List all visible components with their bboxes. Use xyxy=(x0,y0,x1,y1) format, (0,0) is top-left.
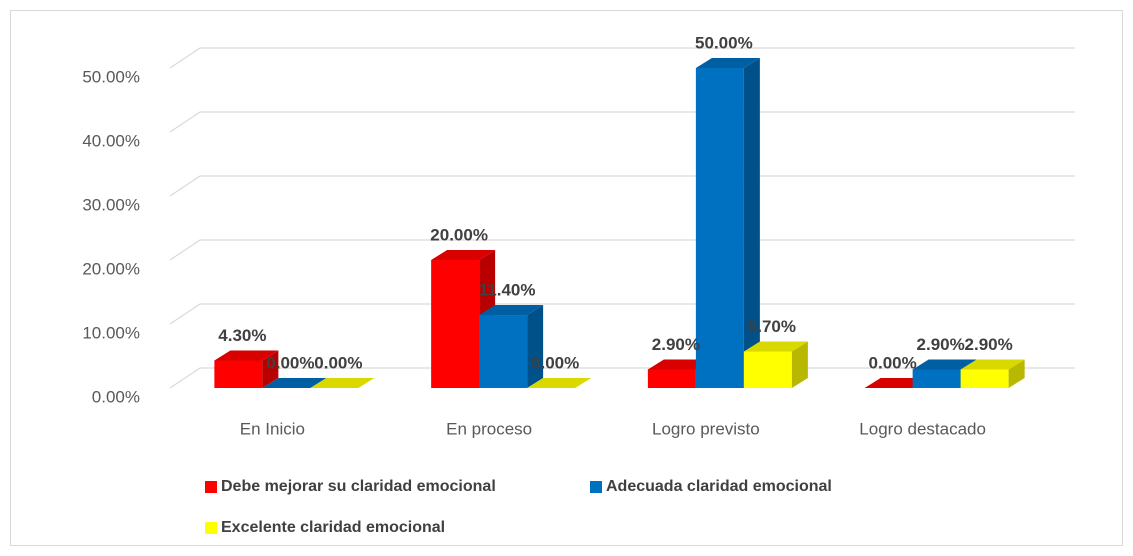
bar-front xyxy=(214,360,263,388)
bar-side xyxy=(527,305,544,388)
legend-label: Debe mejorar su claridad emocional xyxy=(221,478,496,495)
x-tick-label: Logro previsto xyxy=(652,419,760,438)
legend-swatch xyxy=(205,481,217,493)
grid-line xyxy=(169,175,1075,197)
grid-line xyxy=(169,303,1075,325)
value-label: 2.90% xyxy=(652,335,700,354)
value-label: 4.30% xyxy=(218,326,266,345)
value-label: 2.90% xyxy=(917,335,965,354)
bar-side xyxy=(791,341,808,388)
legend-swatch xyxy=(590,481,602,493)
bar-front xyxy=(743,351,792,388)
y-tick-label: 10.00% xyxy=(82,323,140,342)
bar-top xyxy=(695,58,760,68)
x-tick-label: En Inicio xyxy=(240,419,305,438)
grid-line xyxy=(169,239,1075,261)
bar-top xyxy=(960,359,1025,370)
bar-top xyxy=(479,305,544,316)
value-label: 0.00% xyxy=(869,353,917,372)
bar-top xyxy=(214,350,279,361)
chart-border xyxy=(10,10,1123,546)
bar-top xyxy=(431,250,496,260)
bar-front xyxy=(695,68,744,388)
bar-top xyxy=(310,378,375,388)
bar-top xyxy=(743,341,808,352)
value-label: 11.40% xyxy=(479,281,536,300)
value-label: 20.00% xyxy=(430,225,488,244)
legend-label: Adecuada claridad emocional xyxy=(606,478,832,495)
bar-front xyxy=(431,260,480,388)
bar-front xyxy=(479,315,528,388)
bar-top xyxy=(912,359,977,370)
y-tick-label: 40.00% xyxy=(82,131,140,150)
bar-front xyxy=(647,369,696,388)
bar-front xyxy=(960,369,1009,388)
bar-side xyxy=(743,58,760,388)
grid-line xyxy=(169,47,1075,69)
bar-top xyxy=(527,378,592,388)
legend-swatch xyxy=(205,522,217,534)
bar-top xyxy=(262,378,327,388)
value-label: 5.70% xyxy=(748,317,796,336)
value-label: 50.00% xyxy=(695,33,753,52)
x-tick-label: Logro destacado xyxy=(859,419,986,438)
y-tick-label: 50.00% xyxy=(82,67,140,86)
value-label: 0.00% xyxy=(266,353,314,372)
bar-front xyxy=(912,369,961,388)
bar-side xyxy=(1008,359,1025,388)
x-tick-label: En proceso xyxy=(446,419,532,438)
bar-side xyxy=(262,350,279,388)
y-tick-label: 20.00% xyxy=(82,259,140,278)
grid-line xyxy=(169,111,1075,133)
y-tick-label: 0.00% xyxy=(92,387,140,406)
value-label: 2.90% xyxy=(965,335,1013,354)
value-label: 0.00% xyxy=(531,353,579,372)
legend-label: Excelente claridad emocional xyxy=(221,519,445,536)
y-tick-label: 30.00% xyxy=(82,195,140,214)
value-label: 0.00% xyxy=(314,353,362,372)
